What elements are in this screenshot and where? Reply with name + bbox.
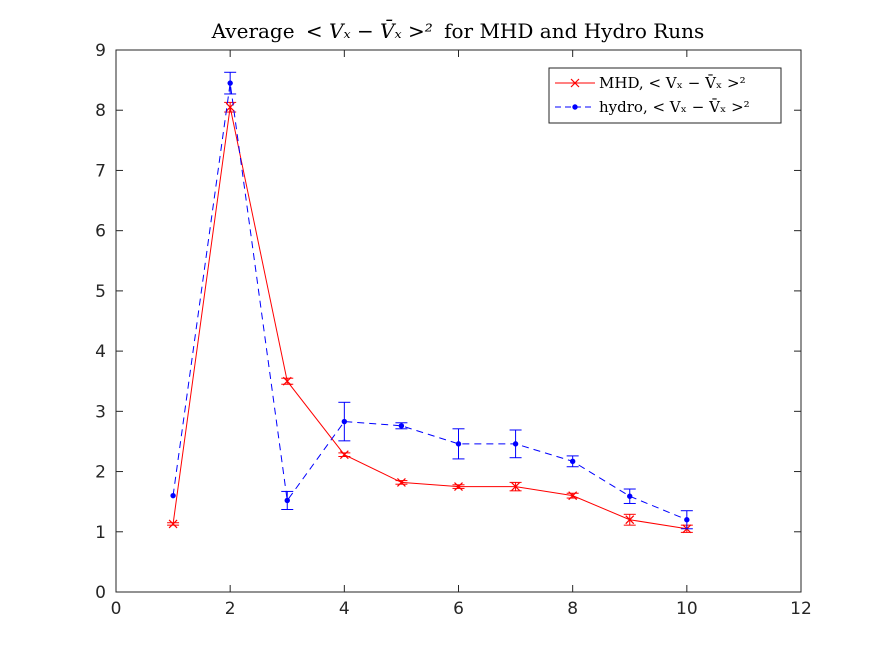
marker-x-stroke (282, 376, 292, 386)
y-tick-label: 6 (95, 222, 106, 242)
marker-x-stroke (396, 477, 406, 487)
data-point (568, 491, 578, 501)
axes-box (115, 49, 802, 593)
data-point (625, 515, 635, 525)
legend-marker (572, 104, 578, 110)
y-tick-label: 7 (95, 161, 106, 181)
marker-x-stroke (339, 450, 349, 460)
data-point (455, 441, 462, 447)
data-point (511, 482, 521, 492)
legend-box (548, 67, 782, 124)
y-tick-label: 3 (95, 402, 106, 422)
marker-x-stroke (454, 482, 463, 492)
marker-x-stroke (168, 519, 178, 529)
y-tick-label: 8 (95, 101, 106, 121)
x-tick-label: 6 (453, 599, 464, 619)
legend-entries: MHD, < Vₓ − V̄ₓ >² hydro, < Vₓ − V̄ₓ >² (555, 74, 750, 116)
x-tick-label: 4 (339, 599, 350, 619)
data-point (227, 80, 233, 86)
data-point (168, 519, 178, 529)
data-point (284, 497, 290, 504)
marker-x-stroke (570, 78, 580, 88)
x-tick-label: 2 (225, 599, 236, 619)
legend-label: hydro, < Vₓ − V̄ₓ >² (599, 98, 750, 116)
series-line (172, 83, 688, 521)
series-layer (167, 71, 693, 534)
y-tick-label: 4 (95, 342, 106, 362)
data-point (282, 376, 292, 386)
legend: MHD, < Vₓ − V̄ₓ >² hydro, < Vₓ − V̄ₓ >² (548, 67, 782, 124)
data-point (627, 493, 633, 499)
y-tick-label: 0 (95, 583, 106, 603)
data-point (569, 458, 576, 465)
data-point (684, 517, 690, 523)
y-tick-label: 5 (95, 282, 106, 302)
chart-title-prefix: Average (211, 19, 295, 43)
data-point (512, 441, 519, 447)
data-point (339, 450, 349, 460)
data-point (398, 423, 405, 429)
y-tick-label: 2 (95, 463, 106, 483)
marker-x-stroke (511, 482, 521, 492)
series-line (172, 107, 687, 530)
legend-marker (570, 78, 580, 88)
data-point (341, 418, 348, 425)
plot-area (116, 50, 801, 592)
data-point (396, 477, 406, 487)
x-tick-label: 0 (111, 599, 122, 619)
marker-x-stroke (625, 515, 635, 525)
y-tick-label: 9 (95, 41, 106, 61)
x-tick-label: 8 (567, 599, 578, 619)
chart-title-suffix: for MHD and Hydro Runs (444, 19, 704, 43)
series-1 (170, 71, 693, 530)
x-tick-label: 12 (790, 599, 812, 619)
data-point (170, 492, 176, 499)
y-tick-label: 1 (95, 523, 106, 543)
legend-label: MHD, < Vₓ − V̄ₓ >² (599, 74, 746, 92)
chart-title: Average < Vₓ − V̄ₓ >² for MHD and Hydro … (211, 18, 705, 43)
marker-x-stroke (568, 491, 578, 501)
legend-entry-1: hydro, < Vₓ − V̄ₓ >² (555, 98, 750, 116)
x-tick-label: 10 (676, 599, 698, 619)
chart-title-math: < Vₓ − V̄ₓ >² (306, 18, 433, 43)
data-point (454, 482, 463, 492)
legend-entry-0: MHD, < Vₓ − V̄ₓ >² (555, 74, 746, 92)
